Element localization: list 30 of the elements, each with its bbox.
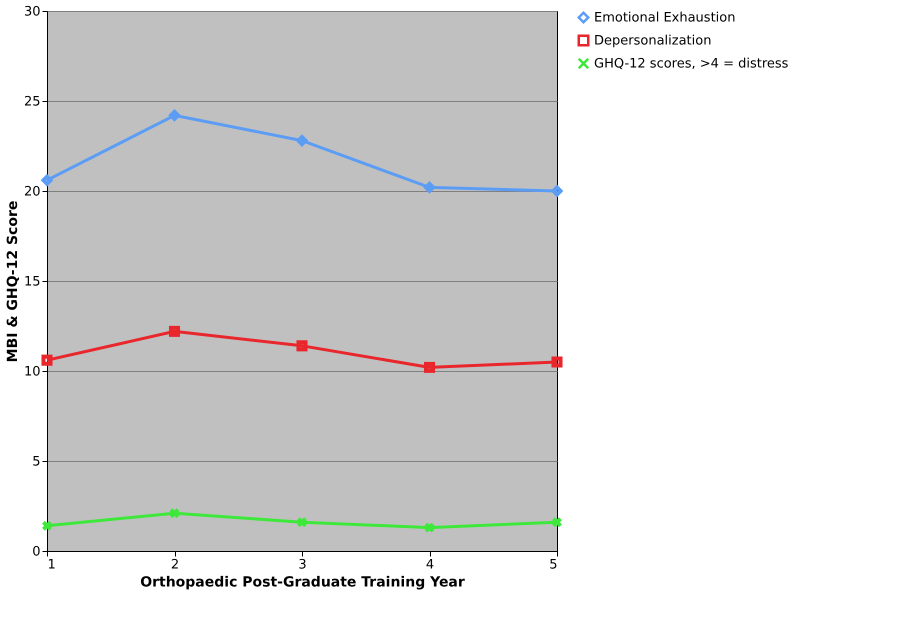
legend-label: GHQ-12 scores, >4 = distress [594, 56, 789, 72]
x-tick-label: 5 [549, 558, 558, 572]
point [296, 135, 308, 146]
x-axis-title: Orthopaedic Post-Graduate Training Year [140, 574, 465, 590]
x-tick-label: 1 [48, 558, 56, 572]
y-tick-label: 15 [24, 274, 40, 290]
y-tick-label: 30 [24, 4, 40, 20]
point [296, 340, 308, 352]
y-tick-label: 20 [24, 184, 40, 200]
point [168, 326, 180, 337]
point [296, 516, 308, 528]
y-axis-title: MBI & GHQ-12 Score [4, 200, 21, 362]
point [551, 356, 563, 368]
point [551, 185, 563, 197]
y-tick-label: 25 [24, 94, 40, 110]
point [424, 362, 436, 373]
legend-label: Emotional Exhaustion [594, 10, 736, 26]
point [424, 522, 436, 534]
point [168, 508, 180, 519]
x-tick-label: 2 [170, 558, 180, 572]
y-tick-label: 5 [32, 454, 40, 470]
point [168, 110, 180, 121]
point [41, 174, 53, 186]
y-tick-label: 10 [24, 364, 40, 380]
legend-label: Depersonalization [594, 34, 712, 48]
point [41, 354, 53, 366]
point [424, 182, 436, 193]
x-tick-label: 3 [298, 558, 307, 572]
y-tick-label: 0 [32, 544, 40, 560]
x-tick-label: 4 [426, 558, 434, 572]
